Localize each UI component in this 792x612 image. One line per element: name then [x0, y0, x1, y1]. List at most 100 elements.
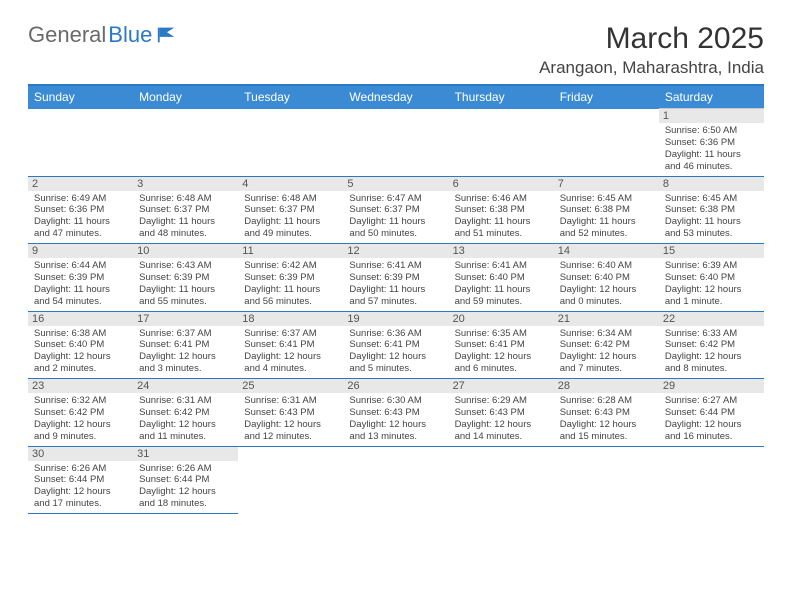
- day-info: Sunrise: 6:41 AMSunset: 6:40 PMDaylight:…: [453, 259, 550, 308]
- day-number: 14: [554, 244, 659, 259]
- title-block: March 2025 Arangaon, Maharashtra, India: [539, 22, 764, 78]
- day-cell: Sunrise: 6:47 AMSunset: 6:37 PMDaylight:…: [343, 191, 448, 244]
- day-header: Thursday: [449, 86, 554, 109]
- empty-cell: [554, 461, 659, 514]
- day-number: 31: [133, 446, 238, 461]
- day-info: Sunrise: 6:36 AMSunset: 6:41 PMDaylight:…: [347, 327, 444, 376]
- day-cell: Sunrise: 6:38 AMSunset: 6:40 PMDaylight:…: [28, 326, 133, 379]
- day-number: 22: [659, 311, 764, 326]
- day-header: Friday: [554, 86, 659, 109]
- header: GeneralBlue March 2025 Arangaon, Maharas…: [28, 22, 764, 78]
- day-info: Sunrise: 6:31 AMSunset: 6:42 PMDaylight:…: [137, 394, 234, 443]
- day-info: Sunrise: 6:34 AMSunset: 6:42 PMDaylight:…: [558, 327, 655, 376]
- empty-daynum: [554, 109, 659, 124]
- calendar-table: SundayMondayTuesdayWednesdayThursdayFrid…: [28, 86, 764, 514]
- empty-daynum: [238, 446, 343, 461]
- day-info: Sunrise: 6:49 AMSunset: 6:36 PMDaylight:…: [32, 192, 129, 241]
- logo-text-gray: General: [28, 22, 106, 48]
- day-number: 6: [449, 176, 554, 191]
- week-row: Sunrise: 6:32 AMSunset: 6:42 PMDaylight:…: [28, 393, 764, 446]
- empty-daynum: [28, 109, 133, 124]
- daynum-row: 1: [28, 109, 764, 124]
- day-cell: Sunrise: 6:49 AMSunset: 6:36 PMDaylight:…: [28, 191, 133, 244]
- empty-daynum: [449, 446, 554, 461]
- daynum-row: 16171819202122: [28, 311, 764, 326]
- day-number: 12: [343, 244, 448, 259]
- day-info: Sunrise: 6:27 AMSunset: 6:44 PMDaylight:…: [663, 394, 760, 443]
- week-row: Sunrise: 6:38 AMSunset: 6:40 PMDaylight:…: [28, 326, 764, 379]
- day-info: Sunrise: 6:29 AMSunset: 6:43 PMDaylight:…: [453, 394, 550, 443]
- week-row: Sunrise: 6:50 AMSunset: 6:36 PMDaylight:…: [28, 123, 764, 176]
- day-number: 18: [238, 311, 343, 326]
- day-number: 25: [238, 379, 343, 394]
- day-cell: Sunrise: 6:39 AMSunset: 6:40 PMDaylight:…: [659, 258, 764, 311]
- day-cell: Sunrise: 6:35 AMSunset: 6:41 PMDaylight:…: [449, 326, 554, 379]
- day-info: Sunrise: 6:50 AMSunset: 6:36 PMDaylight:…: [663, 124, 760, 173]
- day-info: Sunrise: 6:43 AMSunset: 6:39 PMDaylight:…: [137, 259, 234, 308]
- daynum-row: 3031: [28, 446, 764, 461]
- day-number: 16: [28, 311, 133, 326]
- calendar-body: 1Sunrise: 6:50 AMSunset: 6:36 PMDaylight…: [28, 109, 764, 514]
- empty-daynum: [238, 109, 343, 124]
- day-info: Sunrise: 6:37 AMSunset: 6:41 PMDaylight:…: [137, 327, 234, 376]
- day-cell: Sunrise: 6:28 AMSunset: 6:43 PMDaylight:…: [554, 393, 659, 446]
- day-info: Sunrise: 6:31 AMSunset: 6:43 PMDaylight:…: [242, 394, 339, 443]
- day-header: Monday: [133, 86, 238, 109]
- empty-cell: [449, 123, 554, 176]
- day-info: Sunrise: 6:35 AMSunset: 6:41 PMDaylight:…: [453, 327, 550, 376]
- logo-text-blue: Blue: [108, 22, 152, 48]
- empty-daynum: [133, 109, 238, 124]
- day-number: 15: [659, 244, 764, 259]
- day-cell: Sunrise: 6:27 AMSunset: 6:44 PMDaylight:…: [659, 393, 764, 446]
- day-number: 5: [343, 176, 448, 191]
- day-cell: Sunrise: 6:48 AMSunset: 6:37 PMDaylight:…: [238, 191, 343, 244]
- day-info: Sunrise: 6:48 AMSunset: 6:37 PMDaylight:…: [242, 192, 339, 241]
- empty-daynum: [659, 446, 764, 461]
- empty-cell: [238, 123, 343, 176]
- day-number: 20: [449, 311, 554, 326]
- day-number: 1: [659, 109, 764, 124]
- day-cell: Sunrise: 6:45 AMSunset: 6:38 PMDaylight:…: [659, 191, 764, 244]
- day-number: 2: [28, 176, 133, 191]
- empty-cell: [133, 123, 238, 176]
- day-info: Sunrise: 6:46 AMSunset: 6:38 PMDaylight:…: [453, 192, 550, 241]
- day-number: 24: [133, 379, 238, 394]
- day-cell: Sunrise: 6:26 AMSunset: 6:44 PMDaylight:…: [133, 461, 238, 514]
- day-number: 3: [133, 176, 238, 191]
- day-number: 8: [659, 176, 764, 191]
- day-info: Sunrise: 6:42 AMSunset: 6:39 PMDaylight:…: [242, 259, 339, 308]
- empty-cell: [449, 461, 554, 514]
- empty-cell: [659, 461, 764, 514]
- day-cell: Sunrise: 6:37 AMSunset: 6:41 PMDaylight:…: [133, 326, 238, 379]
- day-info: Sunrise: 6:38 AMSunset: 6:40 PMDaylight:…: [32, 327, 129, 376]
- flag-icon: [156, 25, 178, 45]
- day-info: Sunrise: 6:45 AMSunset: 6:38 PMDaylight:…: [558, 192, 655, 241]
- week-row: Sunrise: 6:44 AMSunset: 6:39 PMDaylight:…: [28, 258, 764, 311]
- day-info: Sunrise: 6:41 AMSunset: 6:39 PMDaylight:…: [347, 259, 444, 308]
- day-info: Sunrise: 6:28 AMSunset: 6:43 PMDaylight:…: [558, 394, 655, 443]
- day-info: Sunrise: 6:32 AMSunset: 6:42 PMDaylight:…: [32, 394, 129, 443]
- day-number: 26: [343, 379, 448, 394]
- day-info: Sunrise: 6:48 AMSunset: 6:37 PMDaylight:…: [137, 192, 234, 241]
- day-info: Sunrise: 6:26 AMSunset: 6:44 PMDaylight:…: [32, 462, 129, 511]
- day-cell: Sunrise: 6:36 AMSunset: 6:41 PMDaylight:…: [343, 326, 448, 379]
- week-row: Sunrise: 6:26 AMSunset: 6:44 PMDaylight:…: [28, 461, 764, 514]
- day-number: 13: [449, 244, 554, 259]
- empty-cell: [238, 461, 343, 514]
- day-info: Sunrise: 6:37 AMSunset: 6:41 PMDaylight:…: [242, 327, 339, 376]
- day-info: Sunrise: 6:47 AMSunset: 6:37 PMDaylight:…: [347, 192, 444, 241]
- empty-cell: [343, 123, 448, 176]
- day-cell: Sunrise: 6:46 AMSunset: 6:38 PMDaylight:…: [449, 191, 554, 244]
- day-header: Saturday: [659, 86, 764, 109]
- daynum-row: 23242526272829: [28, 379, 764, 394]
- day-header-row: SundayMondayTuesdayWednesdayThursdayFrid…: [28, 86, 764, 109]
- day-cell: Sunrise: 6:29 AMSunset: 6:43 PMDaylight:…: [449, 393, 554, 446]
- day-header: Tuesday: [238, 86, 343, 109]
- empty-cell: [554, 123, 659, 176]
- day-number: 23: [28, 379, 133, 394]
- day-info: Sunrise: 6:44 AMSunset: 6:39 PMDaylight:…: [32, 259, 129, 308]
- day-info: Sunrise: 6:33 AMSunset: 6:42 PMDaylight:…: [663, 327, 760, 376]
- day-info: Sunrise: 6:39 AMSunset: 6:40 PMDaylight:…: [663, 259, 760, 308]
- day-cell: Sunrise: 6:43 AMSunset: 6:39 PMDaylight:…: [133, 258, 238, 311]
- day-info: Sunrise: 6:45 AMSunset: 6:38 PMDaylight:…: [663, 192, 760, 241]
